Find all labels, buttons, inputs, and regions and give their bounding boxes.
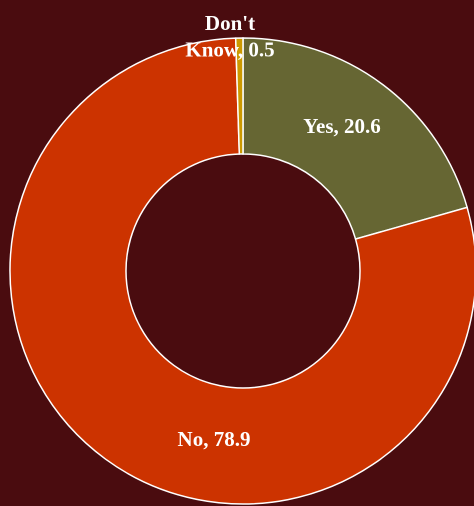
slice-yes (242, 37, 469, 240)
slice-don-t-know (234, 37, 244, 155)
slice-no (9, 37, 474, 505)
data-label-don-t-know: Don't Know, 0.5 (185, 11, 274, 61)
data-label-yes: Yes, 20.6 (303, 114, 381, 138)
data-label-no: No, 78.9 (178, 427, 251, 451)
